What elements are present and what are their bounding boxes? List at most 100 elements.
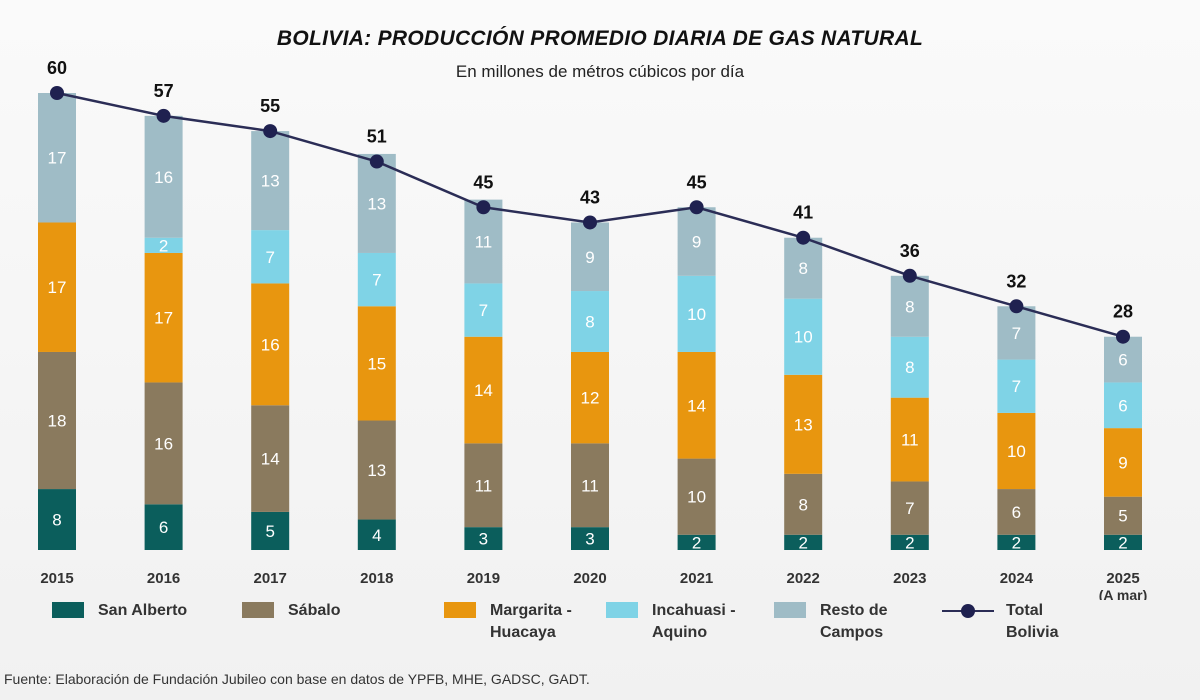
bar-incahuasi-aquino-2022 [784,298,823,375]
data-label-san-alberto-2019: 3 [479,530,488,549]
bar-sabalo-2025 [1104,496,1142,535]
data-label-san-alberto-2022: 2 [798,533,807,552]
data-label-total-bolivia-2017: 55 [260,96,280,116]
legend-label-sabalo: Sábalo [288,602,341,619]
bar-incahuasi-aquino-2023 [890,336,929,398]
bar-san-alberto-2022 [784,534,823,550]
data-label-incahuasi-aquino-2017: 7 [265,248,274,267]
bar-sabalo-2022 [784,473,823,535]
data-label-total-bolivia-2023: 36 [900,241,920,261]
bar-margarita-huacaya-2020 [571,351,609,444]
data-label-margarita-huacaya-2017: 16 [261,335,280,354]
data-label-incahuasi-aquino-2021: 10 [687,305,706,324]
legend-item-resto-de-campos: Resto de Campos [774,600,888,644]
data-label-san-alberto-2024: 2 [1012,533,1021,552]
data-label-sabalo-2016: 16 [154,434,173,453]
data-label-incahuasi-aquino-2019: 7 [479,301,488,320]
x-tick-2023: 2023 [893,570,926,587]
x-tick-2024: 2024 [1000,570,1034,587]
data-label-resto-de-campos-2015: 17 [48,149,67,168]
legend-swatch-san-alberto [52,602,84,618]
bar-incahuasi-aquino-2021 [677,275,716,352]
bar-sabalo-2021 [677,458,716,535]
data-label-sabalo-2015: 18 [48,412,67,431]
data-label-margarita-huacaya-2022: 13 [794,415,813,434]
data-label-san-alberto-2025: 2 [1118,533,1127,552]
data-label-total-bolivia-2020: 43 [580,187,600,207]
legend-item-margarita-huacaya: Margarita - Huacaya [444,600,572,644]
data-label-sabalo-2020: 11 [581,476,599,495]
data-label-margarita-huacaya-2023: 11 [901,431,919,450]
data-label-san-alberto-2017: 5 [265,522,274,541]
bar-sabalo-2023 [890,481,929,535]
legend-swatch-sabalo [242,602,274,618]
bar-san-alberto-2020 [571,527,609,550]
legend-item-total-bolivia: Total Bolivia [942,600,1058,644]
bar-margarita-huacaya-2017 [251,283,290,406]
x-tick-2017: 2017 [254,570,287,587]
data-label-resto-de-campos-2018: 13 [367,194,386,213]
data-label-total-bolivia-2015: 60 [47,58,67,78]
bar-sabalo-2016 [144,382,183,505]
x-tick-2015: 2015 [40,570,73,587]
data-label-margarita-huacaya-2024: 10 [1007,442,1026,461]
bar-resto-de-campos-2023 [890,275,929,337]
data-label-incahuasi-aquino-2025: 6 [1118,396,1127,415]
bar-resto-de-campos-2018 [357,153,396,253]
point-total-bolivia-2024 [1009,299,1024,314]
bar-san-alberto-2015 [38,489,76,550]
point-total-bolivia-2015 [50,86,64,100]
bar-san-alberto-2025 [1104,534,1142,550]
data-label-sabalo-2025: 5 [1118,507,1127,526]
point-total-bolivia-2017 [263,124,278,139]
data-label-total-bolivia-2018: 51 [367,127,387,147]
legend-item-sabalo: Sábalo [242,600,340,622]
legend-label-incahuasi-aquino: Incahuasi - Aquino [652,602,736,641]
chart-legend: San Alberto Sábalo Margarita - Huacaya I… [0,600,1200,660]
bar-margarita-huacaya-2021 [677,351,716,459]
bar-sabalo-2015 [38,351,76,490]
bar-margarita-huacaya-2024 [997,412,1036,490]
bar-san-alberto-2018 [357,519,396,550]
data-label-san-alberto-2020: 3 [585,530,594,549]
bar-sabalo-2020 [571,443,609,528]
data-label-total-bolivia-2016: 57 [154,81,174,101]
x-tick-2020: 2020 [573,570,606,587]
data-label-resto-de-campos-2020: 9 [585,248,594,267]
x-tick-sublabel-2025: (A mar) [1099,587,1148,600]
data-label-margarita-huacaya-2025: 9 [1118,453,1127,472]
x-tick-2018: 2018 [360,570,393,587]
bar-san-alberto-2017 [251,511,290,550]
legend-line-total-bolivia [942,600,994,620]
legend-swatch-margarita-huacaya [444,602,476,618]
data-label-resto-de-campos-2023: 8 [905,297,914,316]
data-label-incahuasi-aquino-2024: 7 [1012,377,1021,396]
bar-sabalo-2018 [357,420,396,520]
data-label-resto-de-campos-2022: 8 [798,259,807,278]
legend-swatch-resto-de-campos [774,602,806,618]
bar-incahuasi-aquino-2019 [464,283,503,337]
bar-sabalo-2024 [997,489,1036,535]
legend-label-resto-de-campos: Resto de Campos [820,602,888,641]
bar-incahuasi-aquino-2024 [997,359,1036,413]
bar-resto-de-campos-2022 [784,237,823,299]
bar-san-alberto-2024 [997,534,1036,550]
bar-sabalo-2017 [251,405,290,512]
data-label-total-bolivia-2024: 32 [1006,271,1026,291]
point-total-bolivia-2016 [156,108,171,123]
data-label-total-bolivia-2022: 41 [793,203,813,223]
bar-incahuasi-aquino-2017 [251,230,290,284]
data-label-sabalo-2021: 10 [687,488,706,507]
data-label-sabalo-2023: 7 [905,499,914,518]
bar-margarita-huacaya-2015 [38,222,76,352]
point-total-bolivia-2020 [583,215,597,230]
x-tick-2021: 2021 [680,570,713,587]
legend-label-san-alberto: San Alberto [98,602,188,619]
data-label-resto-de-campos-2019: 11 [475,233,493,252]
data-label-incahuasi-aquino-2023: 8 [905,358,914,377]
point-total-bolivia-2019 [476,200,491,215]
data-label-margarita-huacaya-2016: 17 [154,309,173,328]
data-label-margarita-huacaya-2015: 17 [48,278,67,297]
data-label-sabalo-2024: 6 [1012,503,1021,522]
data-label-san-alberto-2015: 8 [52,511,61,530]
